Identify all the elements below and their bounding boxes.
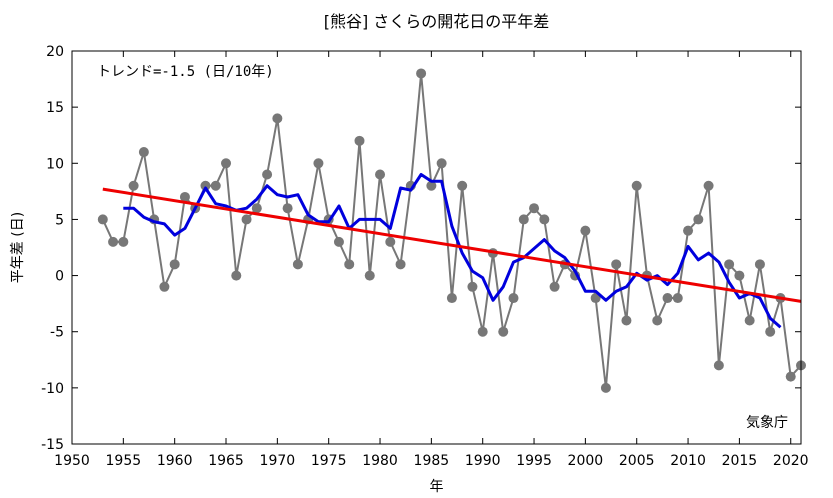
annual-data-point [549,281,560,292]
annual-data-point [128,180,139,191]
y-tick-label: -10 [41,381,64,397]
annual-data-point [477,326,488,337]
annual-data-point [272,113,283,124]
annual-data-point [703,180,714,191]
y-tick-label: 10 [46,156,64,172]
annual-data-point [508,293,519,304]
annual-data-point [221,158,232,169]
x-tick-label: 1965 [208,453,244,469]
annual-data-point [200,180,211,191]
x-tick-label: 2010 [670,453,706,469]
annual-data-point [446,293,457,304]
annual-data-point [416,68,427,79]
annual-data-point [354,135,365,146]
annual-data-point [693,214,704,225]
annual-data-point [262,169,273,180]
annual-data-point [724,259,735,270]
annual-data-point [138,147,149,158]
x-tick-label: 1985 [414,453,450,469]
y-tick-label: -5 [50,325,64,341]
annual-data-point [529,203,540,214]
annual-data-point [457,180,468,191]
annual-series-line [101,73,802,389]
annual-data-point [210,180,221,191]
annual-data-point [539,214,550,225]
annual-data-point [159,281,170,292]
plot-frame [71,50,802,445]
annual-data-point [713,360,724,371]
annual-data-point [169,259,180,270]
x-tick-label: 1995 [516,453,552,469]
x-tick-label: 1990 [465,453,501,469]
annual-data-point [467,281,478,292]
y-tick-label: 20 [46,44,64,60]
annual-data-point [395,259,406,270]
annual-data-point [590,293,601,304]
annual-data-point [251,203,262,214]
annual-data-point [631,180,642,191]
annual-data-point [621,315,632,326]
y-tick-label: 5 [55,212,64,228]
x-tick-label: 1950 [54,453,90,469]
annual-data-point [108,236,119,247]
x-axis-title: 年 [430,479,444,495]
source-label: 気象庁 [746,415,788,431]
x-tick-label: 1980 [362,453,398,469]
annual-data-point [683,225,694,236]
moving-average-line [123,173,782,329]
y-tick-label: 0 [55,269,64,285]
trend-annotation: トレンド=-1.5 (日/10年) [97,64,274,80]
annual-data-point [785,371,796,382]
plot-area: 1950 1955 1960 1965 1970 1975 1980 1985 1990 1995… [41,44,808,469]
annual-data-point [734,270,745,281]
annual-data-point [313,158,324,169]
y-tick-label: -15 [41,437,64,453]
annual-data-point [436,158,447,169]
annual-data-point [118,236,129,247]
annual-data-point [744,315,755,326]
annual-data-point [600,382,611,393]
x-tick-label: 2000 [568,453,604,469]
annual-data-point [364,270,375,281]
x-tick-label: 1970 [260,453,296,469]
x-tick-label: 2005 [619,453,655,469]
annual-data-point [498,326,509,337]
x-tick-label: 1955 [106,453,142,469]
annual-data-point [672,293,683,304]
chart-title: [熊谷] さくらの開花日の平年差 [324,12,550,31]
annual-data-point [282,203,293,214]
annual-data-point [765,326,776,337]
annual-data-point [344,259,355,270]
y-tick-label: 15 [46,100,64,116]
annual-data-point [231,270,242,281]
annual-data-point [662,293,673,304]
annual-data-point [292,259,303,270]
annual-data-point [652,315,663,326]
annual-data-point [518,214,529,225]
y-axis-title: 平年差 (日) [10,212,26,283]
annual-data-point [333,236,344,247]
trend-line [102,187,802,303]
annual-data-point [611,259,622,270]
annual-data-point [426,180,437,191]
x-tick-label: 2015 [722,453,758,469]
annual-data-point [385,236,396,247]
annual-data-point [754,259,765,270]
x-tick-label: 1960 [157,453,193,469]
annual-data-point [580,225,591,236]
annual-data-point [241,214,252,225]
annual-data-point [179,191,190,202]
annual-data-point [97,214,108,225]
x-tick-label: 2020 [773,453,809,469]
x-tick-label: 1975 [311,453,347,469]
annual-data-point [375,169,386,180]
